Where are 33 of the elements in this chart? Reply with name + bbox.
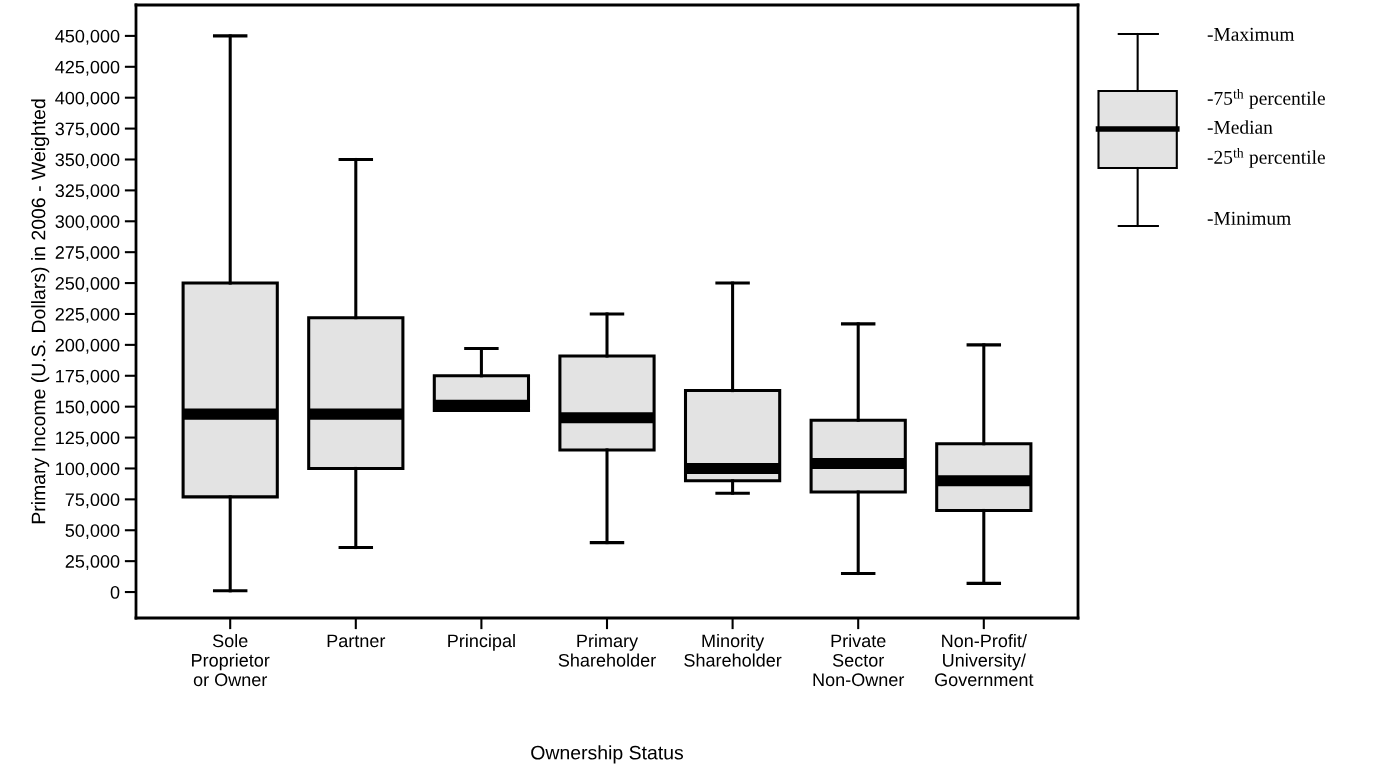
y-tick-label: 200,000 (55, 338, 120, 354)
y-axis-title: Primary Income (U.S. Dollars) in 2006 - Weighted (31, 99, 50, 524)
y-tick-label: 350,000 (55, 153, 120, 169)
text: -25$^{th}$ percentile (1207, 147, 1325, 168)
text: -Maximum (1207, 27, 1295, 41)
y-tick-label: 175,000 (56, 369, 120, 385)
x-axis-title: Ownership Status (531, 745, 684, 764)
text: -75$^{th}$ percentile (1207, 88, 1325, 109)
y-tick-label: 300,000 (55, 215, 120, 231)
y-tick-label: 50,000 (65, 524, 120, 540)
y-tick-label: 450,000 (55, 29, 120, 45)
y-tick-label: 125,000 (56, 431, 120, 447)
x-tick-label: Sole Proprietor or Owner (192, 633, 270, 687)
y-tick-label: 325,000 (55, 184, 120, 200)
text: -Minimum (1207, 211, 1291, 225)
y-tick-label: 75,000 (65, 493, 120, 509)
y-tick-label: 225,000 (55, 307, 120, 323)
y-tick-label: 0 (110, 585, 120, 599)
y-tick-label: 25,000 (65, 555, 120, 570)
x-tick-label: Minority Shareholder (684, 633, 782, 667)
x-tick-label: Non-Profit/ University/ Government (935, 633, 1034, 687)
y-tick-label: 375,000 (55, 122, 120, 138)
x-tick-label: Partner (327, 634, 386, 648)
x-tick-label: Principal (448, 633, 515, 651)
x-tick-label: Primary Shareholder (558, 633, 656, 667)
text: -Median (1207, 120, 1273, 134)
y-tick-label: 150,000 (56, 400, 120, 416)
x-tick-label: Private Sector Non-Owner (813, 633, 905, 687)
y-tick-label: 275,000 (55, 246, 120, 262)
y-tick-label: 250,000 (55, 277, 120, 292)
y-tick-label: 400,000 (55, 91, 120, 107)
y-tick-label: 425,000 (55, 60, 120, 76)
y-tick-label: 100,000 (56, 462, 120, 478)
